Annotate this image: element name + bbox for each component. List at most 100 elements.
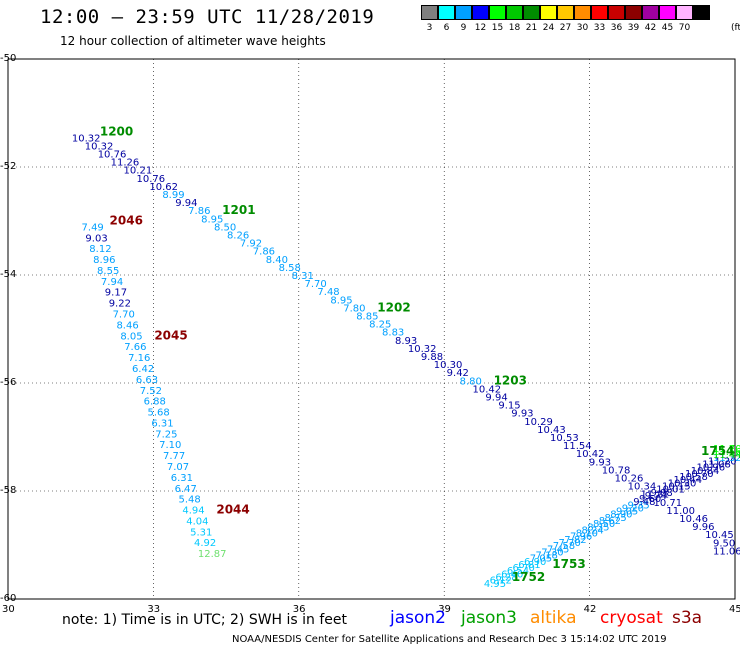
legend-label: 24 xyxy=(542,23,555,33)
swh-value-label: 7.86 xyxy=(188,206,210,217)
legend-swatch xyxy=(506,5,523,20)
legend-swatch xyxy=(591,5,608,20)
legend-swatch xyxy=(455,5,472,20)
swh-value-label: 9.60 xyxy=(639,494,661,505)
swh-value-label: 6.31 xyxy=(171,473,193,484)
swh-value-label: 9.22 xyxy=(109,299,131,310)
swh-value-label: 7.18 xyxy=(536,551,558,562)
swh-value-label: 8.26 xyxy=(227,231,249,242)
swh-value-label: 8.99 xyxy=(162,190,184,201)
legend-swatch xyxy=(676,5,693,20)
swh-value-label: 8.93 xyxy=(395,336,417,347)
swh-value-label: 7.86 xyxy=(253,247,275,258)
swh-value-label: 10.58 xyxy=(679,472,708,483)
swh-value-label: 8.58 xyxy=(279,263,301,274)
swh-value-label: 7.49 xyxy=(82,222,104,233)
time-label: 1754 xyxy=(701,444,734,458)
swh-value-label: 8.10 xyxy=(576,529,598,540)
swh-value-label: 7.80 xyxy=(343,303,365,314)
legend-label: 27 xyxy=(559,23,572,33)
swh-value-label: 6.31 xyxy=(151,418,173,429)
swh-value-label: 9.15 xyxy=(498,401,520,412)
legend-swatch xyxy=(693,5,710,20)
swh-value-label: 10.26 xyxy=(615,474,644,485)
swh-value-label: 7.25 xyxy=(155,429,177,440)
swh-value-label: 10.96 xyxy=(697,463,726,474)
page-subtitle: 12 hour collection of altimeter wave hei… xyxy=(60,34,326,48)
swh-value-label: 9.96 xyxy=(692,522,714,533)
swh-value-label: 12.87 xyxy=(198,549,227,560)
swh-value-label: 11.00 xyxy=(666,506,695,517)
swh-value-label: 10.01 xyxy=(656,485,685,496)
swh-value-label: 8.75 xyxy=(605,513,627,524)
swh-value-label: 9.93 xyxy=(511,409,533,420)
swh-value-label: 5.68 xyxy=(147,408,169,419)
swh-value-label: 5.31 xyxy=(190,527,212,538)
legend-label: 15 xyxy=(491,23,504,33)
lat-label: -52 xyxy=(0,161,17,172)
swh-value-label: 6.42 xyxy=(132,364,154,375)
swh-value-label: 10.32 xyxy=(72,133,101,144)
swh-value-label: 7.94 xyxy=(101,277,123,288)
legend-label: 3 xyxy=(426,23,433,33)
legend-swatch xyxy=(540,5,557,20)
swh-value-label: 8.12 xyxy=(89,244,111,255)
swh-value-label: 7.05 xyxy=(530,554,552,565)
swh-value-label: 10.34 xyxy=(628,482,657,493)
swh-value-label: 7.52 xyxy=(140,386,162,397)
swh-value-label: 6.28 xyxy=(495,573,517,584)
lat-label: -56 xyxy=(0,377,17,388)
legend-swatch xyxy=(421,5,438,20)
swh-value-label: 10.71 xyxy=(653,498,682,509)
legend-unit: (ft) xyxy=(731,23,740,33)
swh-value-label: 9.88 xyxy=(421,352,443,363)
legend-label: 30 xyxy=(576,23,589,33)
legend-label: 12 xyxy=(474,23,487,33)
legend-swatch xyxy=(472,5,489,20)
swh-value-label: 6.54 xyxy=(507,566,529,577)
legend-swatch xyxy=(438,5,455,20)
swh-value-label: 6.63 xyxy=(136,375,158,386)
swh-value-label: 4.94 xyxy=(182,506,204,517)
legend-label: 6 xyxy=(443,23,450,33)
swh-value-label: 8.25 xyxy=(369,320,391,331)
lat-label: -54 xyxy=(0,269,17,280)
swh-value-label: 10.78 xyxy=(602,465,631,476)
satellite-label: jason2 xyxy=(390,608,446,628)
legend-label: 70 xyxy=(678,23,691,33)
swh-value-label: 11.54 xyxy=(563,441,592,452)
swh-value-label: 9.74 xyxy=(645,491,667,502)
swh-value-label: 8.31 xyxy=(292,271,314,282)
swh-value-label: 4.95 xyxy=(484,579,506,590)
map-frame xyxy=(7,58,736,600)
lat-label: -60 xyxy=(0,593,17,604)
legend-swatch xyxy=(659,5,676,20)
swh-value-label: 7.16 xyxy=(128,353,150,364)
legend-swatch xyxy=(523,5,540,20)
swh-value-label: 10.30 xyxy=(434,360,463,371)
swh-value-label: 8.95 xyxy=(201,214,223,225)
swh-value-label: 11.32 xyxy=(713,453,740,464)
legend-label: 36 xyxy=(610,23,623,33)
lon-label: 36 xyxy=(292,604,306,615)
swh-value-label: 8.55 xyxy=(97,266,119,277)
swh-value-label: 9.35 xyxy=(628,500,650,511)
footer-note: note: 1) Time is in UTC; 2) SWH is in fe… xyxy=(62,612,348,628)
lon-label: 45 xyxy=(729,604,740,615)
time-label: 2045 xyxy=(154,328,187,342)
swh-value-label: 8.62 xyxy=(599,516,621,527)
time-label: 1203 xyxy=(494,373,527,387)
swh-value-label: 8.96 xyxy=(93,255,115,266)
legend-label: 21 xyxy=(525,23,538,33)
swh-value-label: 10.76 xyxy=(98,150,127,161)
lon-label: 33 xyxy=(147,604,161,615)
page-title: 12:00 – 23:59 UTC 11/28/2019 xyxy=(40,6,375,28)
swh-value-label: 11.20 xyxy=(708,456,737,467)
swh-value-label: 7.77 xyxy=(163,451,185,462)
time-label: 1753 xyxy=(552,557,585,571)
track-labels: 10.3210.3210.7611.2610.2110.7610.628.999… xyxy=(72,124,740,590)
swh-value-label: 9.42 xyxy=(447,368,469,379)
lat-label: -50 xyxy=(0,53,17,64)
swh-value-label: 7.82 xyxy=(564,535,586,546)
legend-label: 18 xyxy=(508,23,521,33)
